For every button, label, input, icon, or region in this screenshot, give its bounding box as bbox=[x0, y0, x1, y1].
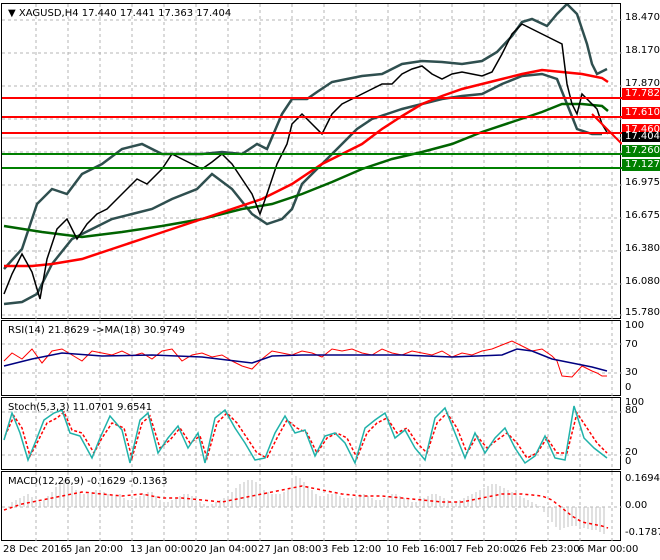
price-axis-label: 16.975 bbox=[625, 177, 660, 188]
resistance-level-tag: 17.782 bbox=[622, 88, 660, 100]
support-level-tag: 17.127 bbox=[622, 159, 660, 171]
resistance-level-tag: 17.610 bbox=[622, 107, 660, 119]
dropdown-triangle-icon[interactable]: ▼ bbox=[8, 8, 16, 19]
time-axis-label: 28 Dec 2016 bbox=[3, 544, 67, 555]
time-axis-label: 6 Mar 00:00 bbox=[578, 544, 639, 555]
stochastic-axis-label: 80 bbox=[625, 405, 638, 416]
time-axis-label: 17 Feb 20:00 bbox=[450, 544, 516, 555]
stochastic-axis-label: 20 bbox=[625, 447, 638, 458]
macd-axis-label: 0.1694 bbox=[625, 473, 660, 484]
price-axis-label: 15.780 bbox=[625, 307, 660, 318]
symbol-ohlc: XAGUSD,H4 17.440 17.441 17.363 17.404 bbox=[18, 8, 232, 19]
rsi-axis-label: 100 bbox=[625, 320, 645, 331]
time-axis-label: 13 Jan 00:00 bbox=[130, 544, 194, 555]
rsi-canvas bbox=[2, 321, 622, 397]
price-axis-label: 18.170 bbox=[625, 45, 660, 56]
macd-axis-label: -0.1787 bbox=[625, 527, 660, 538]
rsi-axis-label: 70 bbox=[625, 339, 638, 350]
price-axis-label: 16.380 bbox=[625, 243, 660, 254]
time-axis-label: 10 Feb 16:00 bbox=[386, 544, 452, 555]
rsi-axis-label: 30 bbox=[625, 367, 638, 378]
price-chart-canvas bbox=[2, 4, 622, 320]
macd-title: MACD(12,26,9) -0.1629 -0.1363 bbox=[8, 476, 168, 487]
time-axis-label: 5 Jan 20:00 bbox=[66, 544, 123, 555]
stochastic-panel[interactable]: Stoch(5,3,3) 11.0701 9.6541 bbox=[1, 397, 622, 471]
rsi-axis-label: 0 bbox=[625, 382, 632, 393]
price-axis-label: 16.675 bbox=[625, 210, 660, 221]
time-axis-label: 3 Feb 12:00 bbox=[322, 544, 382, 555]
stochastic-canvas bbox=[2, 398, 622, 471]
price-axis-label: 18.470 bbox=[625, 12, 660, 23]
stochastic-title: Stoch(5,3,3) 11.0701 9.6541 bbox=[8, 402, 153, 413]
price-axis-label: 16.080 bbox=[625, 276, 660, 287]
rsi-panel[interactable]: RSI(14) 21.8629 ->MA(18) 30.9749 bbox=[1, 320, 622, 397]
support-level-tag: 17.260 bbox=[622, 145, 660, 157]
macd-axis-label: 0.00 bbox=[625, 500, 648, 511]
rsi-title: RSI(14) 21.8629 ->MA(18) 30.9749 bbox=[8, 325, 185, 336]
time-axis-label: 27 Jan 08:00 bbox=[258, 544, 322, 555]
current-price-tag: 17.404 bbox=[622, 132, 660, 142]
macd-panel[interactable]: MACD(12,26,9) -0.1629 -0.1363 bbox=[1, 471, 622, 542]
macd-canvas bbox=[2, 472, 622, 542]
time-axis-label: 26 Feb 23:00 bbox=[514, 544, 580, 555]
price-axis-label: 17.870 bbox=[625, 78, 660, 89]
stochastic-axis-label: 0 bbox=[625, 456, 632, 467]
time-axis-label: 20 Jan 04:00 bbox=[194, 544, 258, 555]
main-chart-panel[interactable]: ▼ XAGUSD,H4 17.440 17.441 17.363 17.404 bbox=[1, 3, 622, 320]
chart-title: ▼ XAGUSD,H4 17.440 17.441 17.363 17.404 bbox=[8, 8, 231, 19]
stochastic-axis-label: 100 bbox=[625, 397, 645, 408]
